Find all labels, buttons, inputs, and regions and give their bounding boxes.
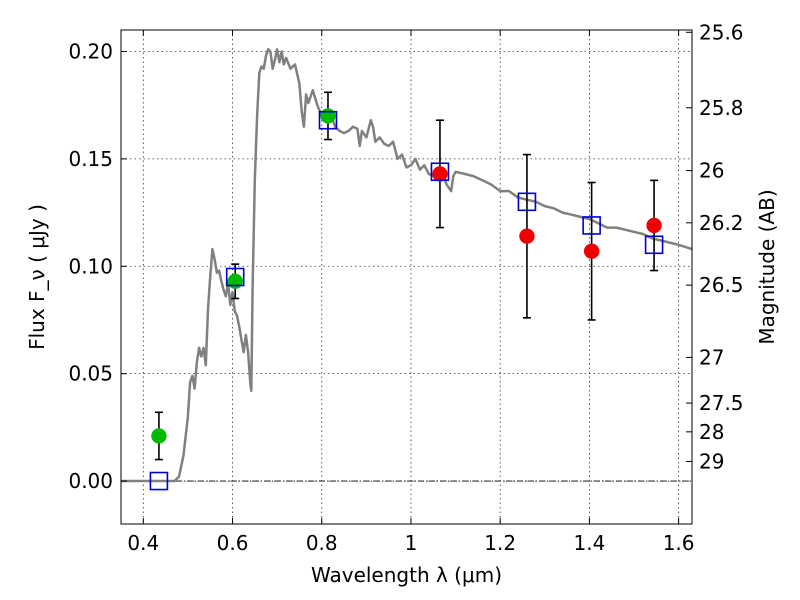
detection-point (519, 228, 535, 244)
detection-point (583, 243, 600, 259)
detection-point (432, 166, 448, 182)
y-axis-label: Flux F_ν ( μJy ) (25, 204, 49, 350)
model-photometry-square (318, 110, 338, 130)
y2-tick-label: 29 (699, 449, 724, 473)
x-tick-label: 1.6 (663, 531, 695, 555)
x-tick-label: 1.2 (484, 531, 516, 555)
model-photometry-square (149, 471, 169, 491)
y2-tick-label: 25.6 (699, 20, 744, 44)
detection-point (646, 217, 662, 234)
y-tick-label: 0.05 (68, 362, 113, 386)
model-photometry-square (225, 267, 245, 287)
model-photometry-square (582, 216, 601, 235)
model-photometry-square (517, 192, 537, 212)
y-tick-label: 0.00 (68, 469, 113, 493)
x-axis-label: Wavelength λ (μm) (311, 563, 502, 587)
spectrum-layer (121, 48, 693, 483)
x-tick-label: 0.6 (217, 531, 249, 555)
x-tick-label: 1.4 (573, 531, 605, 555)
detection-point (151, 428, 167, 444)
square-layer (149, 110, 664, 491)
y2-tick-label: 26.2 (699, 211, 744, 235)
grid-layer (121, 30, 692, 524)
model-spectrum-line (121, 48, 693, 483)
x-tick-label: 1 (405, 531, 418, 555)
model-photometry-square (644, 235, 664, 255)
y-tick-label: 0.20 (68, 39, 113, 63)
tick-layer: 0.4 0.6 0.8 1 1.2 1.4 1.6 0.00 0.05 0.10 0.15 0.20 2… (68, 20, 743, 555)
y2-tick-label: 26.5 (699, 273, 744, 297)
y2-tick-label: 27 (699, 345, 724, 369)
y2-tick-label: 25.8 (699, 96, 744, 120)
plot-frame (120, 29, 693, 525)
y2-tick-label: 26 (699, 159, 724, 183)
y2-tick-label: 28 (699, 420, 724, 444)
detection-point (320, 108, 336, 124)
y2-tick-label: 27.5 (699, 391, 744, 415)
y-tick-label: 0.10 (68, 254, 113, 278)
detection-point (227, 273, 243, 290)
y2-axis-label: Magnitude (AB) (755, 189, 779, 344)
y-tick-label: 0.15 (68, 147, 113, 171)
x-tick-label: 0.4 (127, 531, 159, 555)
model-photometry-square (430, 162, 450, 182)
x-tick-label: 0.8 (306, 531, 338, 555)
